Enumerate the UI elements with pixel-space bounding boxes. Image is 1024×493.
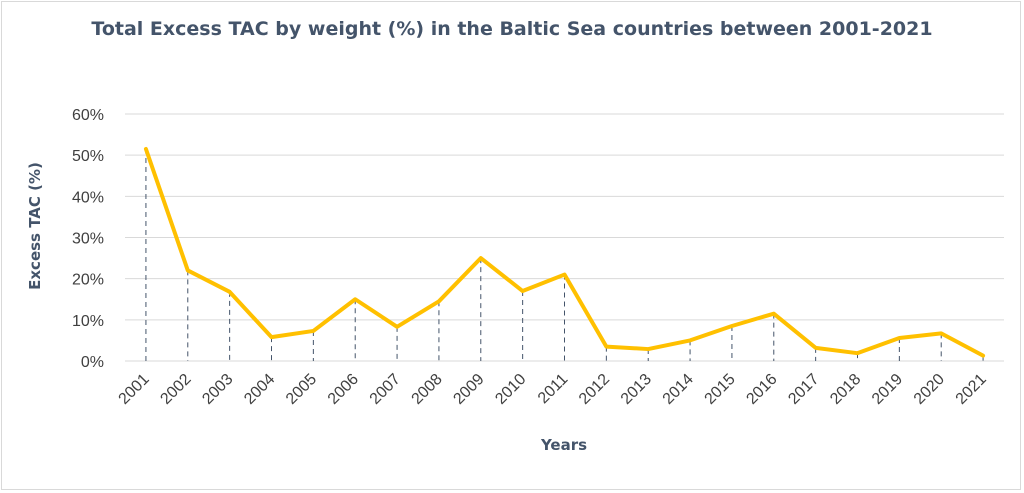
x-tick-labels: 2001 2002 2003 2004 2005 2006 2007 2008 2009 2010…: [116, 371, 990, 408]
y-tick-label: 10%: [72, 313, 104, 330]
x-tick-label: 2017: [785, 371, 822, 408]
y-tick-label: 20%: [72, 272, 104, 289]
x-tick-label: 2001: [116, 371, 153, 408]
x-tick-label: 2012: [576, 371, 613, 408]
x-tick-label: 2013: [618, 371, 655, 408]
y-tick-label: 30%: [72, 231, 104, 248]
x-tick-label: 2009: [450, 371, 487, 408]
series-layer: [143, 146, 986, 358]
x-tick-label: 2005: [283, 371, 320, 408]
x-tick-label: 2008: [409, 371, 446, 408]
x-tick-label: 2016: [743, 371, 780, 408]
x-tick-label: 2002: [157, 371, 194, 408]
y-tick-label: 60%: [72, 107, 104, 124]
x-tick-label: 2004: [241, 371, 278, 408]
y-tick-label: 50%: [72, 148, 104, 165]
x-axis-label: Years: [540, 436, 587, 454]
x-tick-label: 2007: [367, 371, 404, 408]
chart-title: Total Excess TAC by weight (%) in the Ba…: [91, 18, 933, 40]
x-tick-label: 2003: [199, 371, 236, 408]
x-tick-label: 2019: [869, 371, 906, 408]
x-tick-label: 2018: [827, 371, 864, 408]
y-tick-label: 0%: [81, 354, 104, 371]
x-tick-label: 2011: [535, 371, 571, 407]
x-tick-label: 2021: [953, 371, 990, 408]
series-line: [143, 146, 986, 358]
x-tick-label: 2015: [702, 371, 739, 408]
x-tick-label: 2014: [660, 371, 697, 408]
x-tick-label: 2006: [325, 371, 362, 408]
drop-lines: [145, 148, 984, 361]
y-axis-label: Excess TAC (%): [26, 162, 44, 290]
x-tick-label: 2020: [911, 371, 948, 408]
y-tick-label: 40%: [72, 189, 104, 206]
x-tick-label: 2010: [492, 371, 529, 408]
y-tick-labels: 0% 10% 20% 30% 40% 50% 60%: [72, 107, 104, 371]
